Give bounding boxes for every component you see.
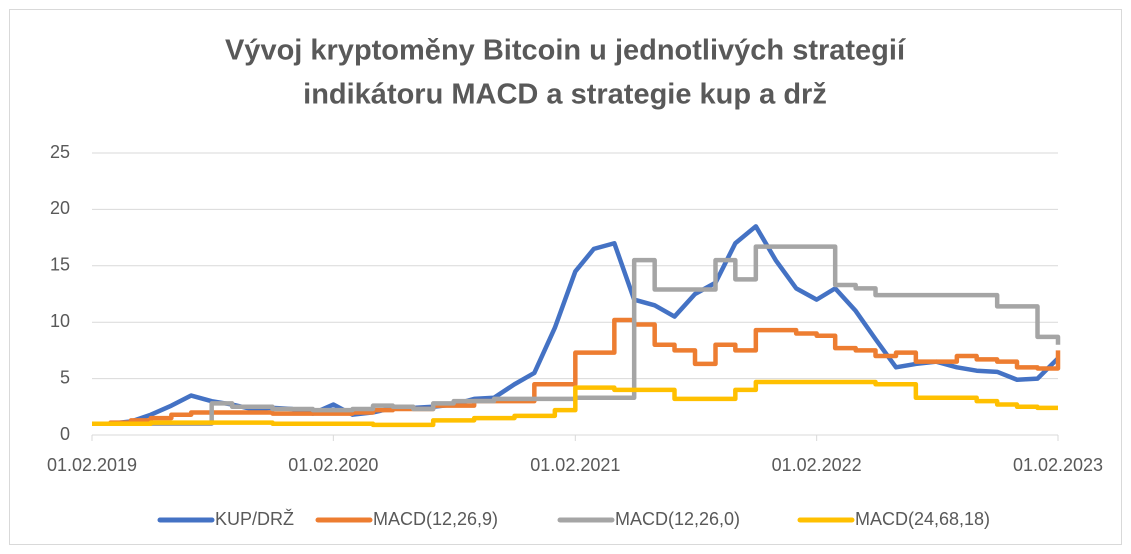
x-tick-label: 01.02.2023 [1013,455,1103,475]
legend-label: MACD(24,68,18) [855,509,990,529]
y-tick-label: 15 [50,255,70,275]
legend-label: MACD(12,26,0) [615,509,740,529]
y-tick-label: 10 [50,311,70,331]
y-tick-label: 20 [50,198,70,218]
chart-title: Vývoj kryptoměny Bitcoin u jednotlivých … [225,35,906,67]
x-tick-label: 01.02.2019 [47,455,137,475]
chart-title: indikátoru MACD a strategie kup a drž [303,79,827,111]
y-tick-label: 25 [50,142,70,162]
x-tick-label: 01.02.2020 [288,455,378,475]
y-tick-label: 0 [60,424,70,444]
series-line [92,379,1058,428]
chart-frame [9,9,1122,545]
x-tick-label: 01.02.2021 [530,455,620,475]
legend-label: MACD(12,26,9) [373,509,498,529]
legend-label: KUP/DRŽ [215,509,294,529]
y-tick-label: 5 [60,367,70,387]
series-line [92,224,1060,426]
x-tick-label: 01.02.2022 [772,455,862,475]
